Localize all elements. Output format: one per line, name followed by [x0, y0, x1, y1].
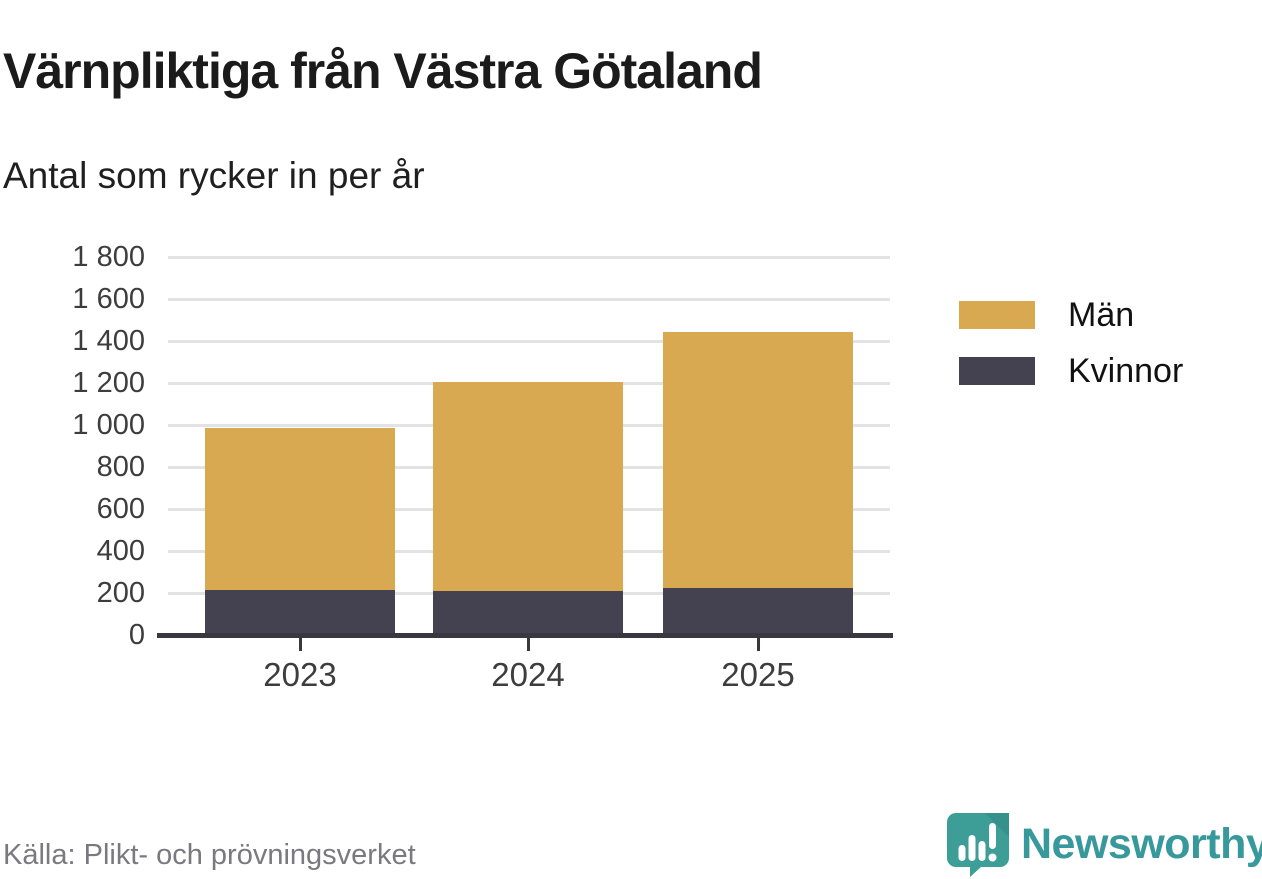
bar-segment-man	[433, 381, 623, 591]
y-axis-tick-label: 0	[128, 619, 145, 651]
chart-title: Värnpliktiga från Västra Götaland	[3, 42, 763, 99]
x-axis-category-label: 2023	[263, 656, 337, 693]
y-gridline	[168, 339, 890, 343]
source-note: Källa: Plikt- och prövningsverket	[3, 839, 416, 871]
bar-segment-kvinnor	[205, 589, 395, 635]
newsworthy-wordmark: Newsworthy	[1021, 819, 1262, 868]
bar-segment-kvinnor	[433, 590, 623, 635]
y-axis-tick-label: 1 000	[72, 409, 145, 441]
y-axis-tick-label: 800	[96, 451, 145, 483]
y-axis-tick-label: 200	[96, 577, 145, 609]
x-axis-line	[157, 633, 893, 638]
x-axis-category-label: 2024	[491, 656, 565, 693]
y-axis-tick-label: 1 200	[72, 367, 145, 399]
y-axis-tick-label: 600	[96, 493, 145, 525]
y-axis-tick-label: 1 600	[72, 283, 145, 315]
bar-segment-man	[663, 331, 853, 588]
x-axis-tick	[526, 638, 530, 651]
newsworthy-speech-bubble-chart-icon	[947, 813, 1009, 877]
chart-subtitle: Antal som rycker in per år	[3, 155, 425, 196]
x-axis-category-label: 2025	[721, 656, 795, 693]
y-axis-tick-label: 400	[96, 535, 145, 567]
y-gridline	[168, 297, 890, 301]
y-gridline	[168, 255, 890, 259]
y-axis-tick-label: 1 400	[72, 325, 145, 357]
x-axis-tick	[298, 638, 302, 651]
newsworthy-logo: Newsworthy	[945, 811, 1262, 877]
bar-segment-kvinnor	[663, 587, 853, 635]
bar-segment-man	[205, 428, 395, 590]
y-axis-tick-label: 1 800	[72, 241, 145, 273]
x-axis-tick	[756, 638, 760, 651]
